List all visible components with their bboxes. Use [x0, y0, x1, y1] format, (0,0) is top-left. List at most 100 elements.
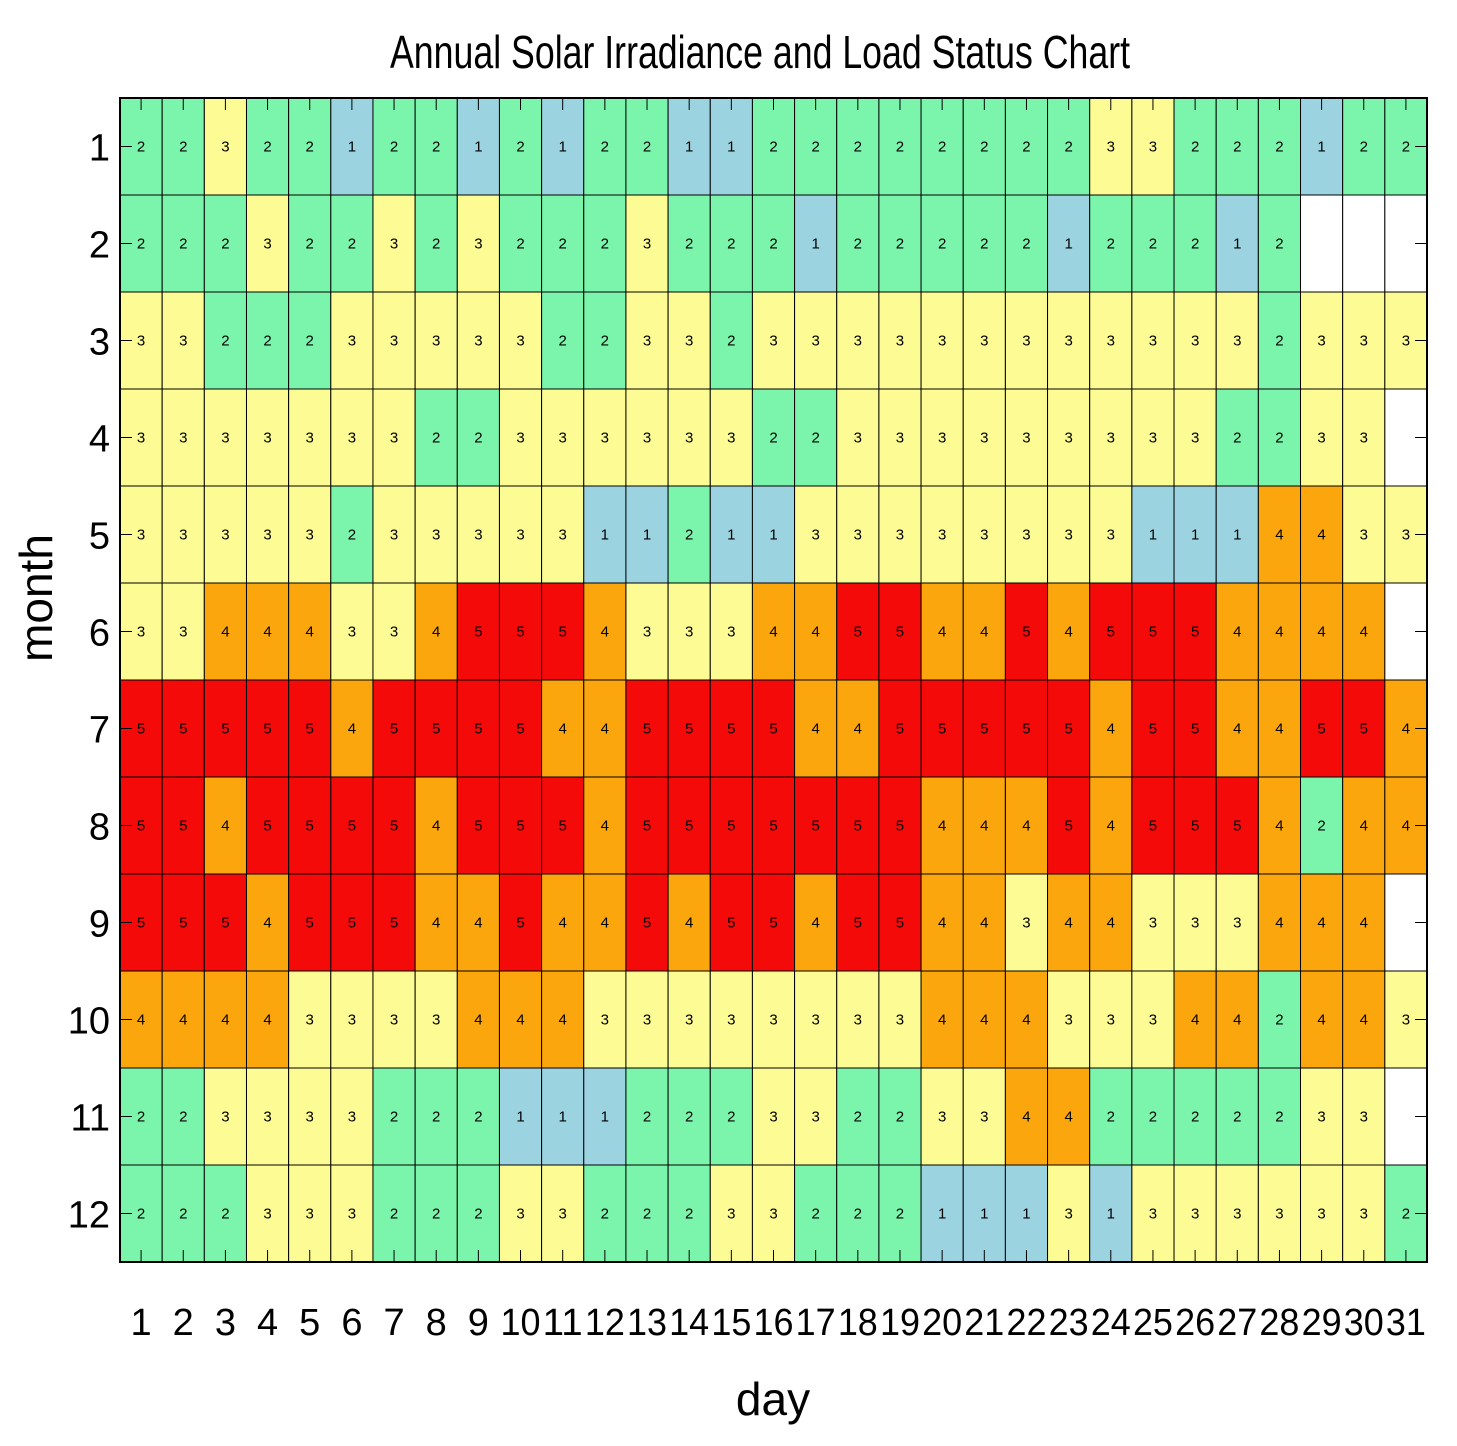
- cell-value-label: 5: [685, 721, 693, 738]
- heatmap-cell-m1-d28: [1257, 97, 1302, 196]
- cell-value-label: 3: [1107, 527, 1115, 544]
- heatmap-cell-m6-d19: [878, 582, 922, 681]
- heatmap-cell-m7-d29: [1300, 679, 1344, 778]
- heatmap-cell-m6-d28: [1257, 582, 1302, 681]
- cell-value-label: 1: [601, 527, 609, 544]
- cell-value-label: 3: [1402, 1012, 1410, 1029]
- cell-value-label: 3: [643, 333, 651, 350]
- cell-value-label: 2: [1402, 139, 1410, 156]
- heatmap-cell-m8-d10: [498, 776, 543, 875]
- heatmap-cell-m6-d4: [245, 582, 290, 681]
- cell-value-label: 3: [938, 333, 946, 350]
- cell-value-label: 5: [1064, 721, 1072, 738]
- heatmap-cell-m11-d6: [330, 1067, 374, 1166]
- heatmap-cell-m12-d15: [709, 1164, 753, 1263]
- cell-value-label: 3: [137, 333, 145, 350]
- heatmap-cell-m5-d17: [794, 485, 838, 584]
- cell-value-label: 4: [1233, 624, 1241, 641]
- cell-value-label: 3: [1064, 1206, 1072, 1223]
- heatmap-cell-m5-d6: [330, 485, 374, 584]
- heatmap-cell-m11-d23: [1047, 1067, 1091, 1166]
- heatmap-cell-m3-d25: [1131, 291, 1175, 390]
- heatmap-cell-m9-d9: [456, 873, 500, 972]
- cell-value-label: 3: [1064, 333, 1072, 350]
- x-tick-label: 17: [796, 1302, 836, 1344]
- cell-value-label: 3: [938, 527, 946, 544]
- cell-value-label: 3: [348, 1012, 356, 1029]
- cell-value-label: 3: [1360, 430, 1368, 447]
- heatmap-cell-m1-d23: [1047, 97, 1091, 196]
- cell-value-label: 2: [390, 1109, 398, 1126]
- cell-value-label: 5: [811, 818, 819, 835]
- cell-value-label: 5: [896, 915, 904, 932]
- cell-value-label: 2: [516, 139, 524, 156]
- y-tick-label: 1: [89, 128, 110, 170]
- cell-value-label: 3: [1022, 915, 1030, 932]
- cell-value-label: 3: [1191, 333, 1199, 350]
- heatmap-cell-m11-d20: [920, 1067, 964, 1166]
- cell-value-label: 3: [1233, 333, 1241, 350]
- heatmap-cell-m8-d21: [962, 776, 1006, 875]
- cell-value-label: 2: [1233, 1109, 1241, 1126]
- cell-value-label: 4: [601, 721, 609, 738]
- cell-value-label: 1: [559, 1109, 567, 1126]
- heatmap-cell-m11-d7: [372, 1067, 416, 1166]
- heatmap-cell-m7-d4: [245, 679, 290, 778]
- cell-value-label: 3: [811, 1109, 819, 1126]
- heatmap-cell-m5-d13: [625, 485, 669, 584]
- cell-value-label: 2: [348, 527, 356, 544]
- heatmap-cell-m6-d29: [1300, 582, 1344, 681]
- heatmap-cell-m12-d30: [1342, 1164, 1386, 1263]
- cell-value-label: 5: [306, 818, 314, 835]
- heatmap-cell-m6-d22: [1004, 582, 1049, 681]
- cell-value-label: 2: [1191, 236, 1199, 253]
- cell-value-label: 3: [306, 527, 314, 544]
- cell-value-label: 3: [559, 527, 567, 544]
- heatmap-cell-m10-d19: [878, 970, 922, 1069]
- heatmap-cell-m2-d18: [836, 194, 880, 293]
- heatmap-cell-m12-d21: [962, 1164, 1006, 1263]
- cell-value-label: 2: [1022, 139, 1030, 156]
- cell-value-label: 3: [137, 624, 145, 641]
- x-axis-label: day: [736, 1373, 810, 1425]
- heatmap-cell-m5-d25: [1131, 485, 1175, 584]
- cell-value-label: 4: [601, 818, 609, 835]
- heatmap-cell-m7-d28: [1257, 679, 1302, 778]
- heatmap-cell-m11-d12: [583, 1067, 627, 1166]
- cell-value-label: 2: [938, 236, 946, 253]
- cell-value-label: 5: [769, 915, 777, 932]
- cell-value-label: 2: [221, 333, 229, 350]
- heatmap-cell-m4-d30: [1342, 388, 1386, 487]
- cell-value-label: 4: [1275, 527, 1283, 544]
- cell-value-label: 2: [811, 1206, 819, 1223]
- heatmap-cell-m10-d17: [794, 970, 838, 1069]
- cell-value-label: 3: [306, 1109, 314, 1126]
- heatmap-cell-m10-d20: [920, 970, 964, 1069]
- heatmap-cell-m3-d19: [878, 291, 922, 390]
- cell-value-label: 4: [980, 624, 988, 641]
- heatmap-cell-m7-d3: [203, 679, 247, 778]
- heatmap-cell-m9-d20: [920, 873, 964, 972]
- cell-value-label: 1: [601, 1109, 609, 1126]
- cell-value-label: 2: [1191, 139, 1199, 156]
- cell-value-label: 2: [306, 333, 314, 350]
- cell-value-label: 4: [1064, 1109, 1072, 1126]
- heatmap-cell-m2-d29: [1300, 194, 1344, 293]
- heatmap-cell-m7-d13: [625, 679, 669, 778]
- heatmap-cell-m9-d19: [878, 873, 922, 972]
- cell-value-label: 5: [643, 721, 651, 738]
- heatmap-cell-m10-d25: [1131, 970, 1175, 1069]
- heatmap-cell-m5-d10: [498, 485, 543, 584]
- cell-value-label: 1: [769, 527, 777, 544]
- cell-value-label: 5: [137, 915, 145, 932]
- x-tick-label: 3: [215, 1302, 236, 1344]
- cell-value-label: 3: [1149, 1206, 1157, 1223]
- cell-value-label: 2: [769, 236, 777, 253]
- heatmap-cell-m9-d3: [203, 873, 247, 972]
- cell-value-label: 5: [896, 721, 904, 738]
- heatmap-cell-m6-d14: [667, 582, 711, 681]
- cell-value-label: 2: [601, 1206, 609, 1223]
- heatmap-cell-m6-d15: [709, 582, 753, 681]
- heatmap-cell-m2-d12: [583, 194, 627, 293]
- cell-value-label: 2: [1107, 236, 1115, 253]
